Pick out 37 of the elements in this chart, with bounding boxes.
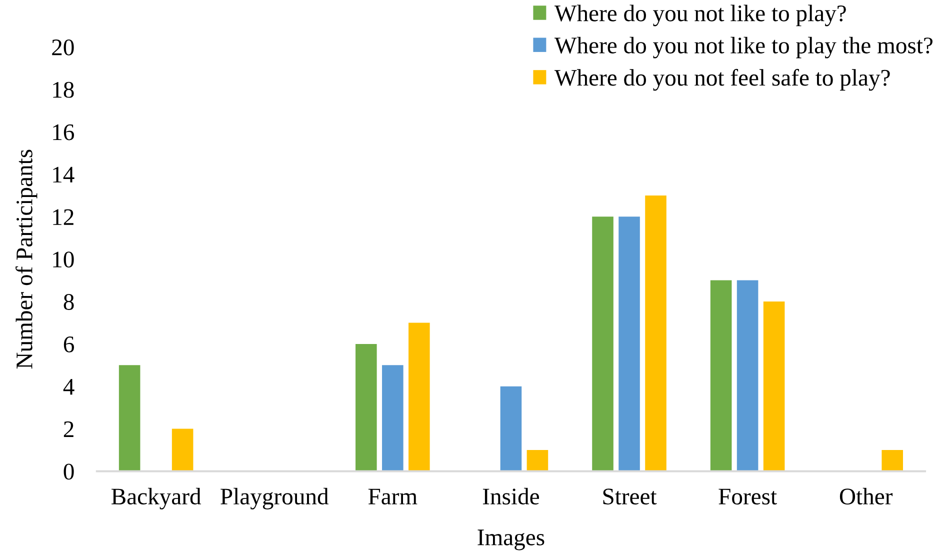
- x-axis-title: Images: [478, 530, 544, 550]
- bar: [526, 450, 548, 472]
- y-axis-title: Number of Participants: [16, 150, 38, 369]
- bar: [763, 302, 785, 472]
- bar: [382, 365, 404, 472]
- bar: [710, 280, 732, 472]
- y-tick-label: 16: [53, 124, 74, 140]
- bar: [618, 216, 640, 472]
- y-tick-label: 2: [64, 421, 74, 437]
- bar: [645, 195, 666, 472]
- x-tick-label: Street: [603, 488, 657, 505]
- x-tick-label: Inside: [482, 488, 539, 505]
- bar: [592, 216, 614, 472]
- legend-label: Where do you not like to play?: [554, 4, 846, 26]
- y-tick-label: 20: [52, 39, 74, 56]
- legend-label: Where do you not feel safe to play?: [554, 68, 890, 91]
- bar: [118, 365, 140, 472]
- bar: [172, 428, 194, 472]
- y-tick-label: 8: [64, 294, 74, 310]
- y-tick-label: 0: [64, 464, 74, 480]
- bar: [500, 386, 522, 472]
- x-tick-label: Backyard: [112, 488, 202, 510]
- bar: [408, 322, 430, 472]
- y-tick-label: 4: [63, 379, 74, 395]
- bar: [356, 344, 377, 472]
- y-tick-label: 12: [53, 209, 74, 225]
- bar: [736, 280, 758, 472]
- y-tick-label: 10: [53, 252, 74, 268]
- legend-label: Where do you not like to play the most?: [554, 36, 932, 58]
- y-tick-label: 6: [64, 336, 74, 352]
- bar: [882, 450, 903, 472]
- y-tick-label: 18: [53, 82, 74, 98]
- x-tick-label: Farm: [368, 488, 418, 505]
- x-tick-label: Playground: [220, 488, 329, 510]
- y-tick-label: 14: [53, 166, 74, 182]
- x-tick-label: Forest: [718, 488, 777, 505]
- x-tick-label: Other: [840, 488, 893, 505]
